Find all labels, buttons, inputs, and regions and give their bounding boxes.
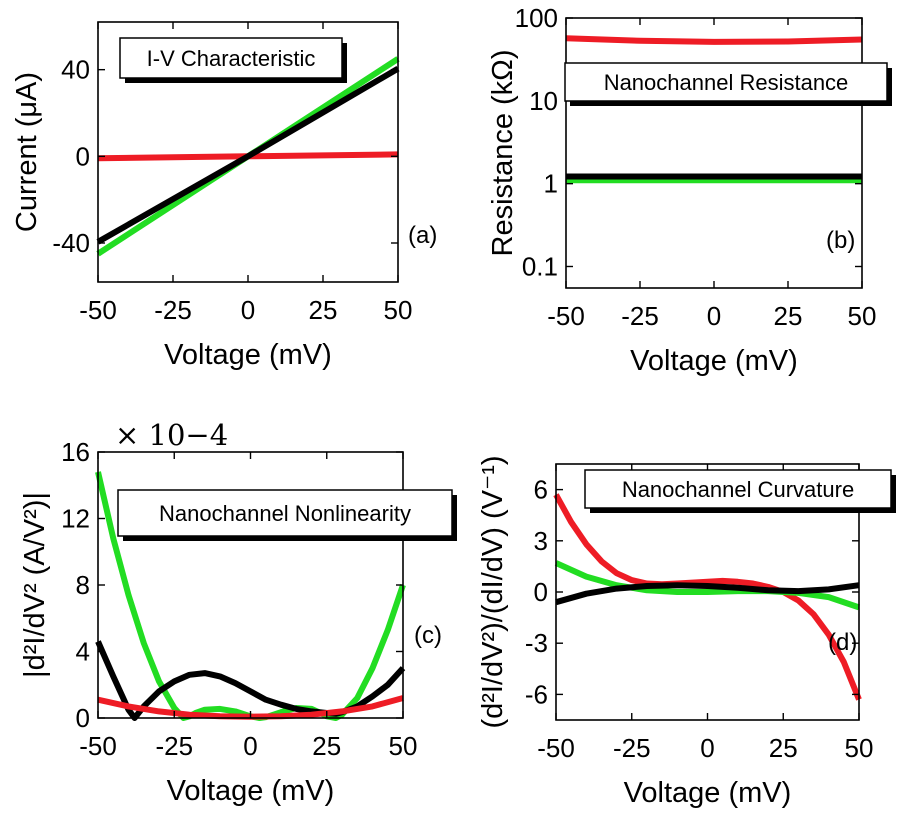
series-black-line [555,582,860,606]
y-tick-label: 3 [534,526,548,556]
panel-b: -50 -25 0 25 50 0.1 1 10 100 Voltage (mV) Resistan… [487,3,892,377]
y-axis-label: (d²I/dV²)/(dI/dV) (V⁻¹) [477,455,509,728]
x-tick-label: -50 [79,295,117,325]
y-tick-label: 0 [534,577,548,607]
x-tick-label: -50 [537,733,575,763]
series-red-line [553,493,862,701]
x-tick-label: 25 [309,295,338,325]
title-box [584,469,892,509]
y-tick-label: 12 [61,504,90,534]
y-axis-label: Current (μA) [11,72,43,232]
y-tick-label: -3 [525,628,548,658]
x-tick-label: -25 [155,731,193,761]
x-tick-label: 25 [774,301,803,331]
panel-title: Nanochannel Resistance [604,70,849,95]
panel-title: I-V Characteristic [147,46,316,71]
panel-title: Nanochannel Curvature [622,477,854,502]
x-tick-label: -50 [79,731,117,761]
panel-label: (d) [828,629,857,656]
x-tick-label: 50 [389,731,418,761]
y-tick-label: 0 [76,141,90,171]
series-red-line [565,35,863,45]
series-black-line [96,66,400,245]
panel-a: -50 -25 0 25 50 -40 0 40 Voltage (mV) Current (μA… [11,21,437,371]
plot-frame [565,17,863,289]
panel-label: (b) [826,227,855,254]
x-tick-label: 25 [312,731,341,761]
x-tick-label: 0 [243,731,257,761]
y-axis-label: Resistance (kΩ) [487,49,519,256]
y-tick-label: 10 [529,86,558,116]
x-tick-label: 25 [769,733,798,763]
y-tick-label: 100 [515,3,558,33]
x-axis-label: Voltage (mV) [624,777,792,809]
title-box [564,62,888,102]
y-axis-label: |d²I/dV² (A/V²)| [19,492,51,678]
y-tick-label: 6 [534,475,548,505]
x-tick-label: -25 [154,295,192,325]
x-tick-label: 0 [241,295,255,325]
x-tick-label: 50 [384,295,413,325]
y-tick-label: 4 [76,637,90,667]
x-tick-label: -25 [613,733,651,763]
x-axis-label: Voltage (mV) [167,775,335,807]
panel-c: -50 -25 0 25 50 0 4 8 12 16 Voltage (mV) |d²I/dV² (… [19,418,457,807]
title-box [117,489,453,537]
x-tick-label: -25 [621,301,659,331]
series-green-line [554,560,860,611]
x-tick-label: 0 [700,733,714,763]
y-tick-label: -40 [52,228,90,258]
y-tick-label: 40 [61,55,90,85]
title-box [119,37,343,79]
y-tick-label: -6 [525,679,548,709]
x-tick-label: -50 [547,301,585,331]
y-tick-label: 0.1 [522,251,558,281]
y-tick-label: 0 [76,703,90,733]
y-tick-label: 16 [61,437,90,467]
panel-label: (a) [408,222,437,249]
panel-title: Nanochannel Nonlinearity [159,501,411,526]
x-tick-label: 50 [845,733,874,763]
x-tick-label: 0 [707,301,721,331]
x-axis-label: Voltage (mV) [630,345,798,377]
scale-factor-label: × 10−4 [115,418,228,452]
y-tick-label: 8 [76,570,90,600]
y-tick-label: 1 [544,169,558,199]
x-axis-label: Voltage (mV) [164,339,332,371]
x-tick-label: 50 [848,301,877,331]
panel-label: (c) [414,622,442,649]
panel-d: -50 -25 0 25 50 -6 -3 0 3 6 Voltage (mV) (d²I/dV²)/… [477,455,896,809]
